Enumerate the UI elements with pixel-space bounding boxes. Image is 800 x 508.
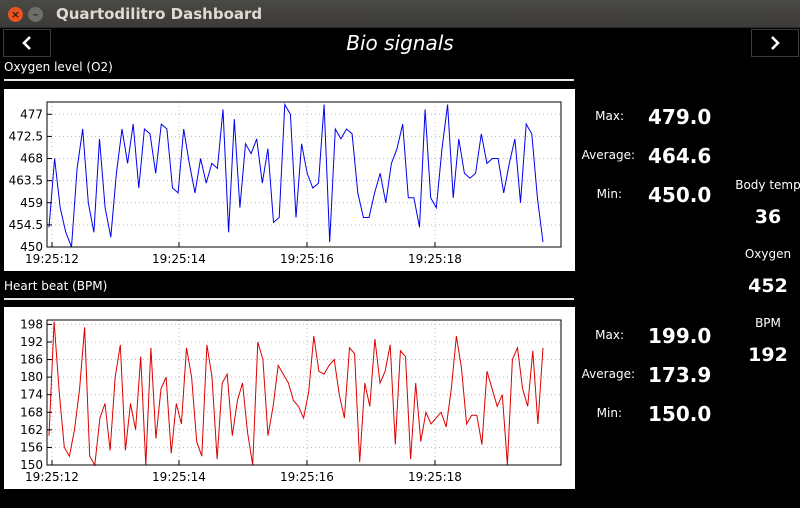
oxygen-chart-y-tick-label: 472.5: [9, 129, 43, 143]
heart-chart-x-tick-label: 19:25:18: [408, 470, 462, 484]
page-title: Bio signals: [346, 31, 454, 55]
heart-min-value: 150.0: [648, 402, 712, 426]
body-temp-label: Body temp: [735, 178, 800, 192]
oxygen-chart-x-tick-label: 19:25:18: [408, 252, 462, 266]
oxygen-current-label: Oxygen: [744, 247, 792, 261]
heart-average-value: 173.9: [648, 363, 712, 387]
oxygen-chart-x-tick-label: 19:25:16: [280, 252, 334, 266]
heart-average-label: Average:: [581, 367, 635, 381]
oxygen-chart-plot-frame: [46, 101, 562, 248]
oxygen-min-value: 450.0: [648, 183, 712, 207]
window-minimize-button[interactable]: –: [28, 7, 43, 22]
oxygen-chart-y-tick-label: 463.5: [9, 174, 43, 188]
heart-chart-y-tick-label: 180: [20, 370, 43, 384]
heart-chart-svg: 150 156 162 168 174 180 186 192 198 19:25:12 19:25…: [20, 317, 562, 484]
oxygen-chart: 450 454.5 459 463.5 468 472.5 477 19:25:12 19:25…: [4, 89, 575, 271]
heart-max-label: Max:: [595, 328, 624, 342]
oxygen-section-divider: [4, 79, 574, 81]
heart-section-divider: [4, 298, 574, 300]
oxygen-max-label: Max:: [595, 109, 624, 123]
oxygen-chart-x-tick-label: 19:25:12: [25, 252, 79, 266]
window-title: Quartodilitro Dashboard: [56, 5, 263, 23]
heart-chart-y-tick-label: 156: [20, 440, 43, 454]
body-temp-value: 36: [754, 206, 782, 228]
heart-chart-y-tick-label: 150: [20, 458, 43, 472]
chevron-left-icon: [22, 36, 31, 50]
chevron-right-icon: [771, 36, 780, 50]
bpm-current-value: 192: [748, 344, 788, 366]
bpm-current-label: BPM: [755, 316, 781, 330]
heart-chart-y-tick-label: 192: [20, 335, 43, 349]
oxygen-section-title: Oxygen level (O2): [4, 60, 113, 74]
heart-max-value: 199.0: [648, 324, 712, 348]
oxygen-average-value: 464.6: [648, 144, 712, 168]
heart-section-title: Heart beat (BPM): [4, 279, 108, 293]
oxygen-average-label: Average:: [581, 148, 635, 162]
oxygen-chart-svg: 450 454.5 459 463.5 468 472.5 477 19:25:12 19:25…: [9, 101, 562, 266]
oxygen-chart-y-tick-label: 477: [20, 107, 43, 121]
oxygen-current-value: 452: [748, 275, 788, 297]
oxygen-chart-y-tick-label: 450: [20, 240, 43, 254]
heart-chart-y-tick-label: 198: [20, 317, 43, 331]
window-close-button[interactable]: ×: [8, 7, 23, 22]
heart-chart-y-tick-label: 186: [20, 353, 43, 367]
heart-min-label: Min:: [596, 406, 622, 420]
previous-page-button[interactable]: [3, 29, 51, 57]
heart-chart-y-tick-label: 174: [20, 388, 43, 402]
oxygen-chart-x-tick-label: 19:25:14: [152, 252, 206, 266]
oxygen-max-value: 479.0: [648, 105, 712, 129]
oxygen-chart-series-line: [48, 102, 544, 248]
oxygen-chart-y-tick-label: 454.5: [9, 218, 43, 232]
oxygen-min-label: Min:: [596, 187, 622, 201]
heart-chart-x-tick-label: 19:25:16: [280, 470, 334, 484]
heart-chart-plot-frame: [46, 319, 562, 466]
oxygen-chart-y-tick-label: 459: [20, 196, 43, 210]
heart-chart-x-tick-label: 19:25:14: [152, 470, 206, 484]
window-titlebar: × – Quartodilitro Dashboard: [0, 0, 800, 28]
next-page-button[interactable]: [751, 29, 799, 57]
heart-chart: 150 156 162 168 174 180 186 192 198 19:25:12 19:25…: [4, 307, 575, 489]
heart-chart-x-tick-label: 19:25:12: [25, 470, 79, 484]
heart-chart-y-tick-label: 168: [20, 405, 43, 419]
heart-chart-series-line: [48, 321, 544, 467]
oxygen-chart-y-tick-label: 468: [20, 152, 43, 166]
heart-chart-y-tick-label: 162: [20, 423, 43, 437]
